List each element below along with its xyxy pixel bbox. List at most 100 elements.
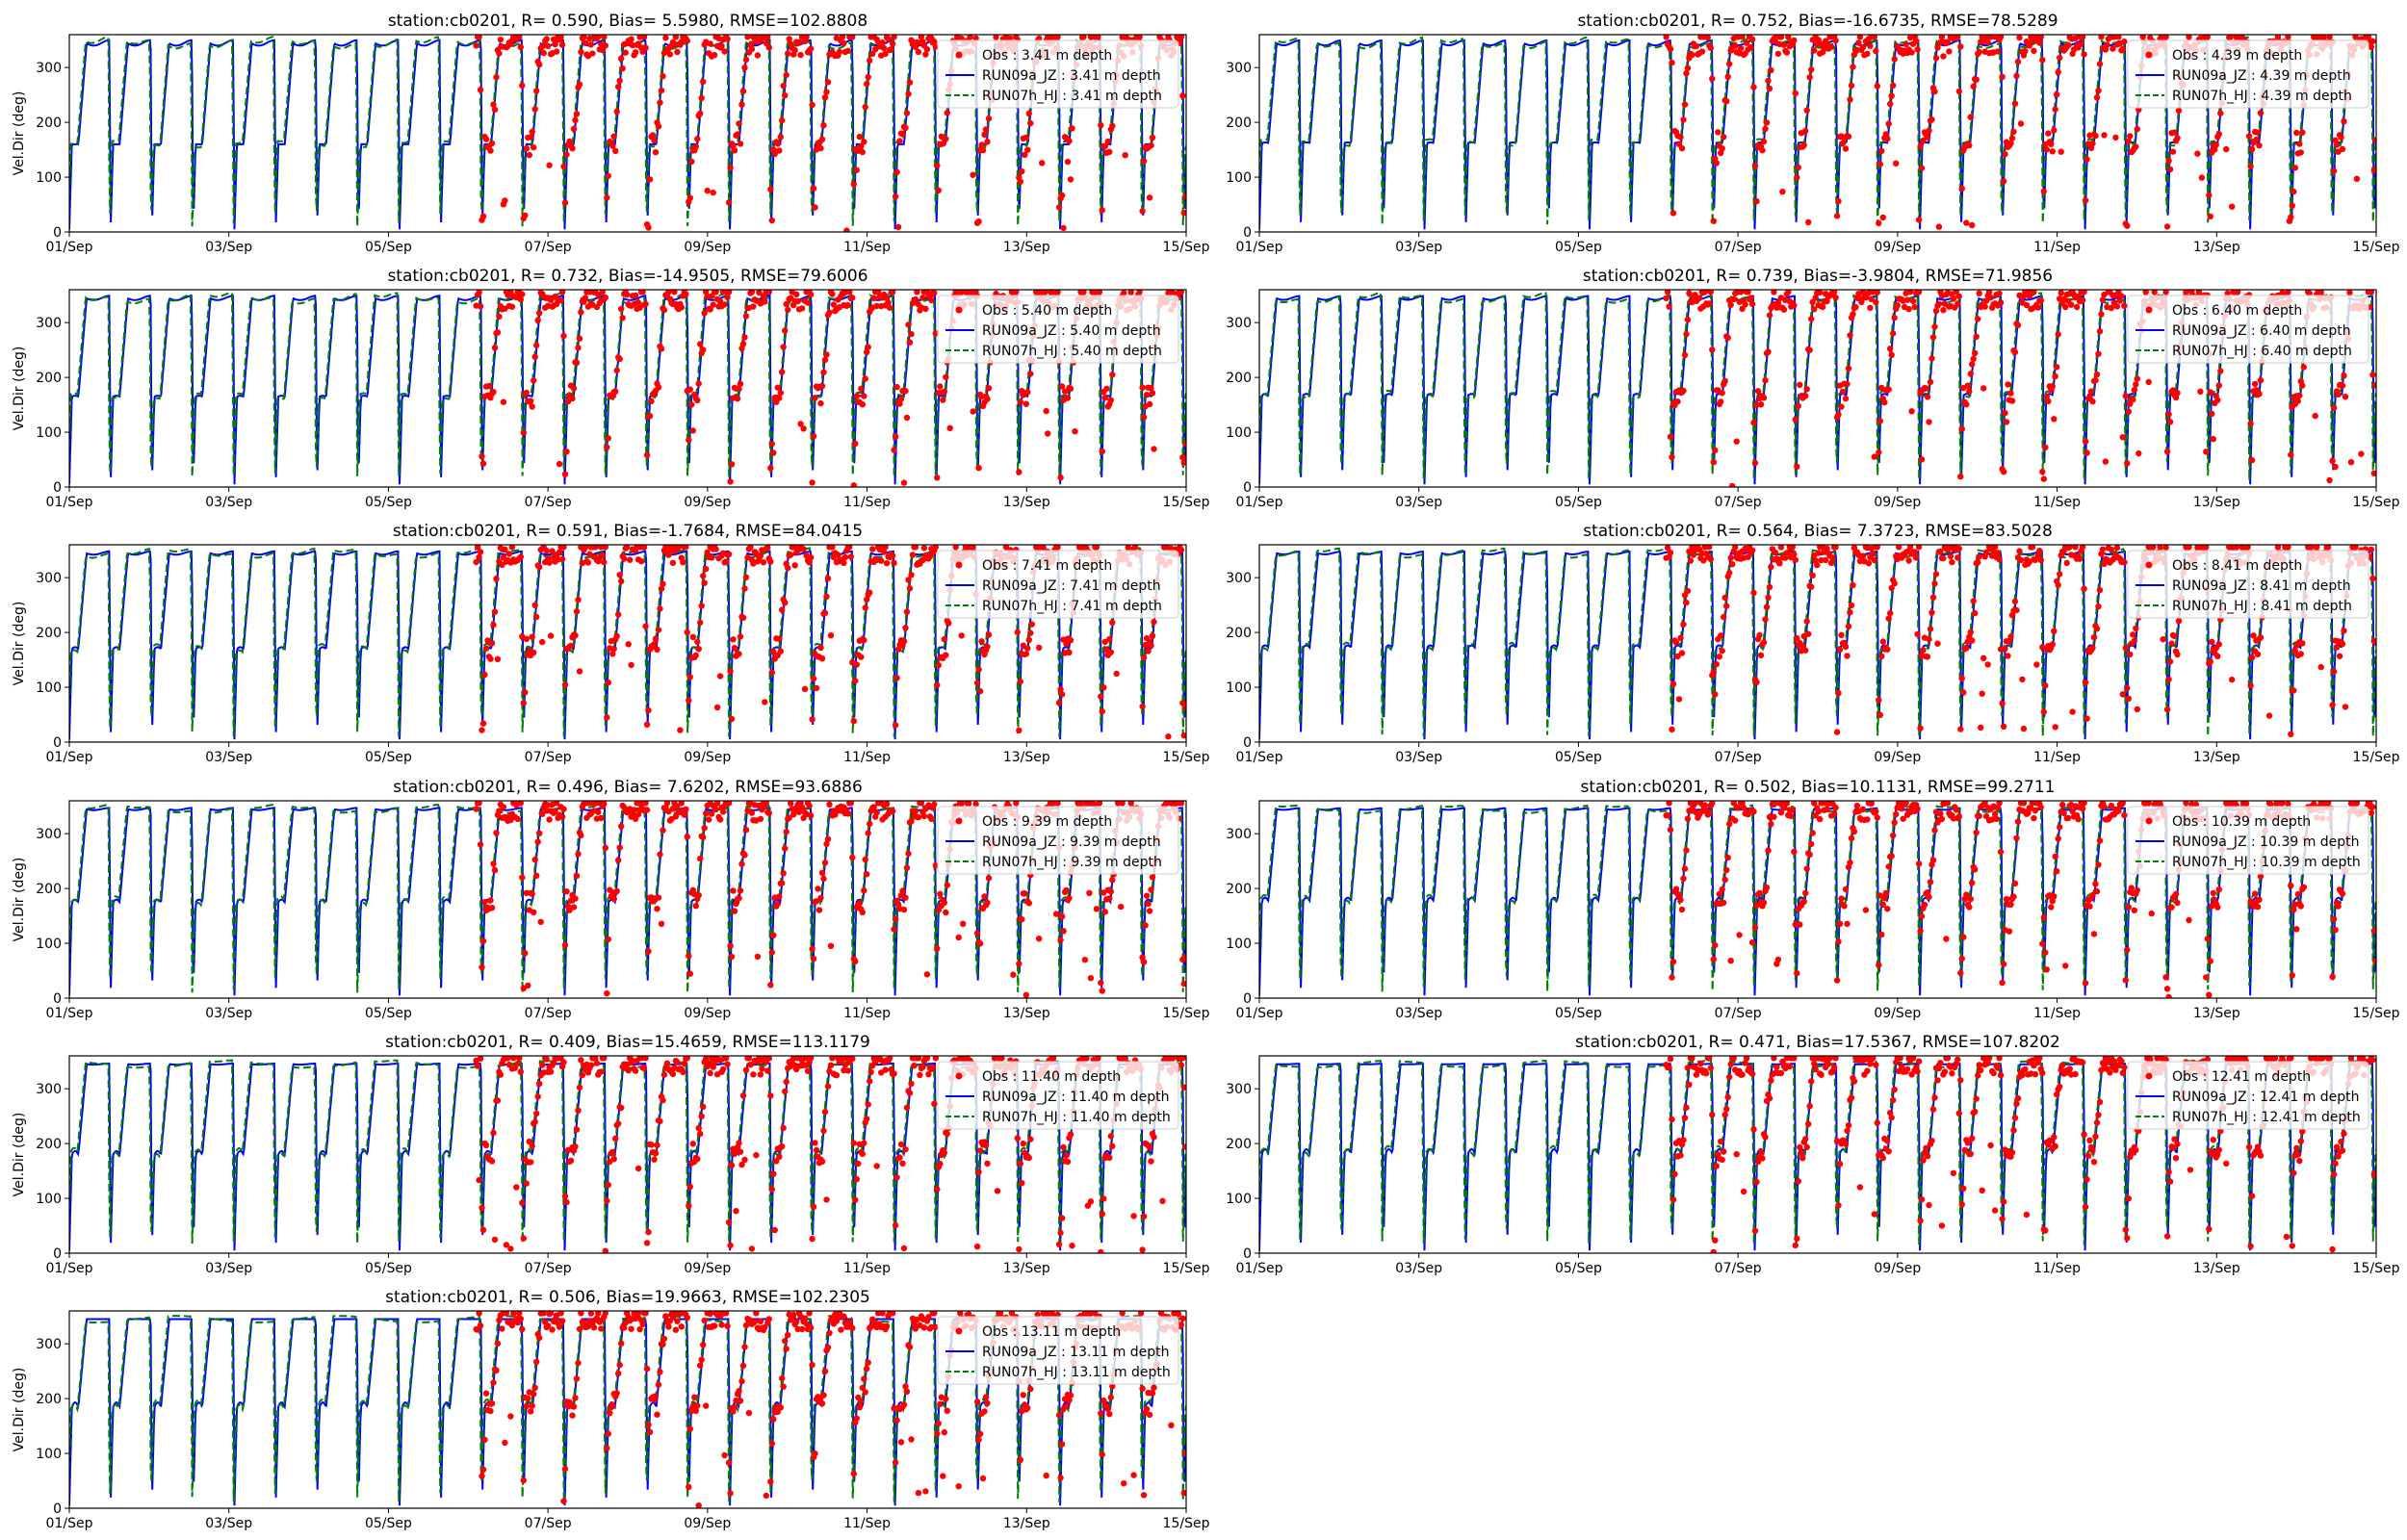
obs-point: [1721, 876, 1728, 884]
obs-point: [697, 1130, 704, 1138]
obs-point: [643, 721, 651, 728]
obs-point: [2174, 390, 2181, 397]
x-tick-label: 15/Sep: [2353, 240, 2400, 255]
obs-point: [958, 801, 965, 807]
obs-point: [1929, 594, 1937, 601]
obs-point: [1832, 1056, 1839, 1062]
obs-point: [2079, 545, 2086, 551]
obs-point: [850, 181, 857, 188]
obs-point: [2168, 904, 2175, 911]
obs-point: [613, 632, 620, 640]
obs-point: [1127, 290, 1134, 295]
obs-point: [2083, 449, 2090, 456]
obs-point: [2293, 926, 2300, 933]
obs-point: [2171, 632, 2178, 640]
obs-point: [844, 810, 852, 817]
legend-entry: Obs : 6.40 m depth: [2172, 303, 2302, 319]
obs-point: [508, 545, 516, 551]
obs-point: [1893, 810, 1900, 818]
obs-point: [539, 1062, 546, 1068]
obs-point: [697, 341, 704, 347]
obs-point: [1064, 395, 1072, 401]
obs-point: [741, 64, 748, 71]
obs-point: [2131, 637, 2137, 645]
y-tick-label: 0: [1243, 225, 1252, 241]
obs-point: [1719, 648, 1725, 654]
obs-point: [544, 42, 552, 50]
obs-point: [2000, 469, 2007, 475]
obs-point: [1109, 372, 1116, 378]
obs-point: [505, 551, 513, 557]
obs-point: [2163, 223, 2171, 230]
obs-point: [2040, 188, 2047, 195]
legend-entry: Obs : 3.41 m depth: [982, 48, 1112, 64]
obs-point: [592, 545, 599, 551]
obs-point: [2081, 290, 2087, 295]
obs-point: [1791, 551, 1798, 557]
subplot-title: station:cb0201, R= 0.496, Bias= 7.6202, …: [393, 778, 863, 797]
obs-point: [1143, 392, 1151, 398]
subplot-title: station:cb0201, R= 0.739, Bias=-3.9804, …: [1583, 267, 2053, 286]
obs-point: [1715, 129, 1721, 136]
obs-point: [1058, 192, 1066, 199]
obs-point: [864, 1116, 870, 1122]
obs-point: [704, 187, 711, 194]
obs-point: [2109, 45, 2116, 52]
obs-point: [2098, 35, 2105, 40]
obs-point: [1882, 889, 1890, 897]
obs-point: [1751, 459, 1759, 467]
obs-point: [1972, 349, 1979, 357]
obs-point: [2172, 890, 2180, 898]
obs-point: [505, 1056, 511, 1062]
obs-point: [844, 301, 852, 309]
obs-point: [2079, 805, 2086, 812]
obs-point: [2010, 893, 2017, 900]
obs-point: [2145, 801, 2152, 807]
obs-point: [782, 92, 789, 99]
obs-point: [1845, 365, 1852, 372]
obs-point: [1710, 218, 1718, 224]
obs-point: [757, 1071, 764, 1078]
obs-point: [1830, 1064, 1838, 1071]
obs-point: [2057, 571, 2063, 578]
obs-point: [1763, 884, 1771, 891]
obs-point: [1737, 290, 1745, 295]
obs-point: [817, 644, 824, 652]
obs-point: [618, 305, 625, 313]
x-tick-label: 01/Sep: [46, 1261, 93, 1276]
obs-point: [1066, 138, 1073, 144]
obs-point: [2317, 663, 2324, 671]
obs-point: [1101, 909, 1109, 915]
obs-point: [753, 1152, 760, 1159]
obs-point: [1677, 634, 1684, 641]
obs-point: [767, 465, 774, 472]
obs-point: [1745, 553, 1751, 560]
obs-point: [2099, 546, 2107, 552]
obs-point: [561, 1193, 569, 1199]
obs-point: [1847, 860, 1853, 866]
obs-point: [1063, 1152, 1070, 1159]
obs-point: [2079, 35, 2086, 40]
obs-point: [807, 812, 815, 819]
obs-point: [652, 149, 660, 156]
obs-point: [1842, 1141, 1850, 1147]
obs-point: [747, 545, 754, 551]
obs-point: [1848, 1094, 1855, 1101]
obs-point: [694, 136, 701, 142]
obs-point: [821, 1109, 829, 1116]
obs-point: [658, 920, 665, 927]
obs-point: [742, 313, 750, 320]
obs-point: [1081, 957, 1089, 963]
obs-point: [2058, 148, 2064, 155]
obs-point: [706, 816, 712, 823]
obs-point: [1022, 991, 1029, 998]
obs-point: [1815, 550, 1822, 556]
obs-point: [1940, 53, 1947, 60]
obs-point: [1814, 561, 1821, 569]
obs-point: [1139, 703, 1146, 710]
obs-point: [972, 35, 979, 41]
x-tick-label: 15/Sep: [2353, 1261, 2400, 1276]
obs-point: [2257, 110, 2265, 116]
obs-point: [514, 1060, 521, 1067]
obs-point: [1914, 806, 1921, 812]
